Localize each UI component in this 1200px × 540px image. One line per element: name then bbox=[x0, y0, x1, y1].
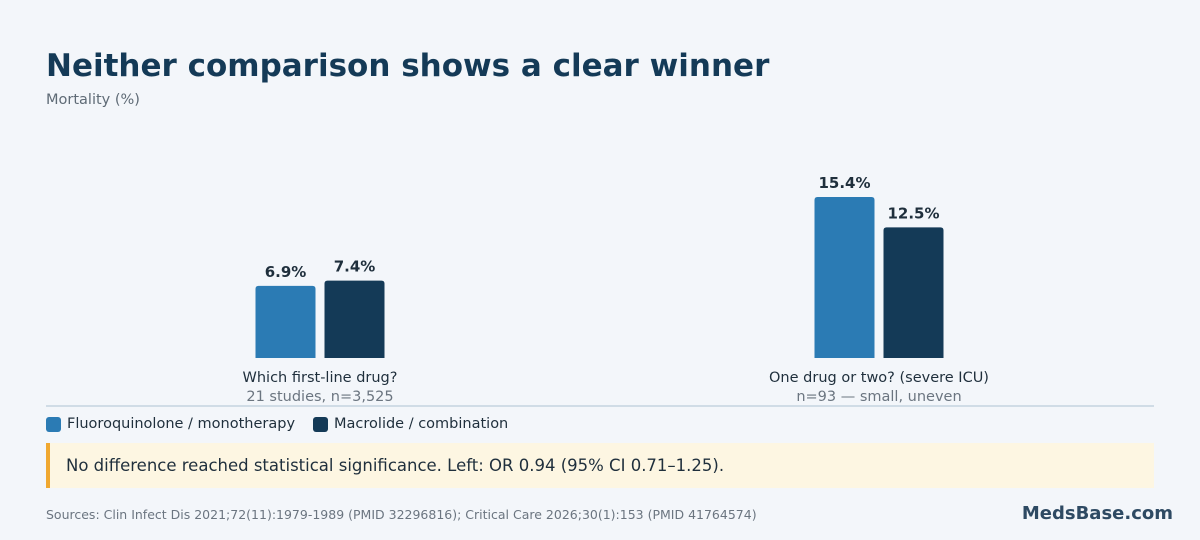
legend-swatch-series-2 bbox=[313, 416, 329, 432]
bar-group-1-series-1 bbox=[255, 285, 316, 358]
note-text: No difference reached statistical signif… bbox=[66, 456, 725, 475]
chart-title: Neither comparison shows a clear winner bbox=[46, 48, 770, 84]
legend-item-series-2: Macrolide / combination bbox=[313, 416, 508, 432]
data-label-group-2-series-2: 12.5% bbox=[887, 204, 939, 222]
sources-citation: Sources: Clin Infect Dis 2021;72(11):197… bbox=[46, 507, 757, 522]
data-label-group-1-series-2: 7.4% bbox=[334, 258, 376, 276]
chart-subtitle: Mortality (%) bbox=[46, 92, 140, 108]
category-sublabel-group-2: n=93 — small, uneven bbox=[796, 389, 961, 405]
legend: Fluoroquinolone / monotherapy Macrolide … bbox=[46, 416, 526, 432]
legend-item-series-1: Fluoroquinolone / monotherapy bbox=[46, 416, 295, 432]
data-label-group-1-series-1: 6.9% bbox=[265, 263, 307, 281]
bar-group-1-series-2 bbox=[324, 280, 385, 358]
category-label-group-1: Which first-line drug? bbox=[243, 370, 398, 386]
brand-logo: MedsBase.com bbox=[1021, 503, 1173, 524]
bar-group-2-series-1 bbox=[814, 197, 875, 358]
data-label-group-2-series-1: 15.4% bbox=[818, 174, 870, 192]
legend-label-series-1: Fluoroquinolone / monotherapy bbox=[67, 416, 296, 432]
bar-group-2-series-2 bbox=[883, 227, 944, 358]
significance-note: No difference reached statistical signif… bbox=[46, 443, 1154, 488]
legend-label-series-2: Macrolide / combination bbox=[334, 416, 509, 432]
category-sublabel-group-1: 21 studies, n=3,525 bbox=[246, 389, 393, 405]
legend-swatch-series-1 bbox=[46, 416, 61, 432]
category-label-group-2: One drug or two? (severe ICU) bbox=[769, 370, 989, 386]
